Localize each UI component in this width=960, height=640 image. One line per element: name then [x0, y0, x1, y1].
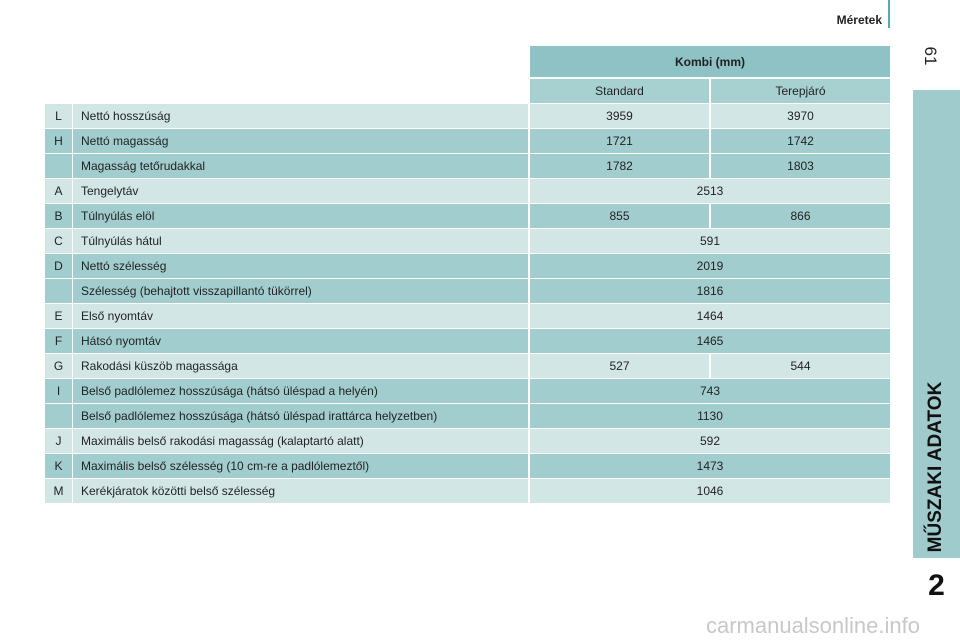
- row-value: 3959: [530, 104, 709, 128]
- row-label: Nettó szélesség: [73, 254, 528, 278]
- row-label: Kerékjáratok közötti belső szélesség: [73, 479, 528, 503]
- row-value: 866: [711, 204, 890, 228]
- row-value: 1464: [530, 304, 890, 328]
- page-number: 61: [921, 46, 940, 66]
- row-value: 1816: [530, 279, 890, 303]
- row-value: 2513: [530, 179, 890, 203]
- row-letter: L: [45, 104, 72, 128]
- row-label: Belső padlólemez hosszúsága (hátsó ülésp…: [73, 404, 528, 428]
- row-label: Tengelytáv: [73, 179, 528, 203]
- row-label: Maximális belső rakodási magasság (kalap…: [73, 429, 528, 453]
- row-letter: [45, 404, 72, 428]
- row-label: Szélesség (behajtott visszapillantó tükö…: [73, 279, 528, 303]
- column-header: Terepjáró: [711, 79, 890, 103]
- row-label: Maximális belső szélesség (10 cm-re a pa…: [73, 454, 528, 478]
- row-letter: J: [45, 429, 72, 453]
- row-value: 1803: [711, 154, 890, 178]
- sidebar-band: [913, 90, 960, 558]
- row-letter: I: [45, 379, 72, 403]
- row-value: 1465: [530, 329, 890, 353]
- header-rule: [888, 0, 890, 28]
- row-letter: M: [45, 479, 72, 503]
- row-letter: F: [45, 329, 72, 353]
- row-label: Magasság tetőrudakkal: [73, 154, 528, 178]
- group-header: Kombi (mm): [530, 46, 890, 77]
- row-letter: K: [45, 454, 72, 478]
- column-header: Standard: [530, 79, 709, 103]
- row-value: 2019: [530, 254, 890, 278]
- row-letter: A: [45, 179, 72, 203]
- row-letter: C: [45, 229, 72, 253]
- watermark: carmanualsonline.info: [705, 613, 920, 638]
- row-label: Nettó magasság: [73, 129, 528, 153]
- row-value: 1721: [530, 129, 709, 153]
- row-value: 3970: [711, 104, 890, 128]
- row-value: 1046: [530, 479, 890, 503]
- row-letter: E: [45, 304, 72, 328]
- row-letter: G: [45, 354, 72, 378]
- row-label: Belső padlólemez hosszúsága (hátsó ülésp…: [73, 379, 528, 403]
- row-value: 527: [530, 354, 709, 378]
- row-letter: [45, 154, 72, 178]
- chapter-number: 2: [928, 569, 945, 602]
- row-value: 591: [530, 229, 890, 253]
- row-value: 1742: [711, 129, 890, 153]
- section-title: Méretek: [836, 13, 882, 27]
- row-letter: [45, 279, 72, 303]
- row-letter: D: [45, 254, 72, 278]
- row-label: Nettó hosszúság: [73, 104, 528, 128]
- sidebar-title: MŰSZAKI ADATOK: [925, 381, 946, 553]
- row-value: 855: [530, 204, 709, 228]
- row-label: Hátsó nyomtáv: [73, 329, 528, 353]
- row-label: Túlnyúlás hátul: [73, 229, 528, 253]
- row-value: 743: [530, 379, 890, 403]
- row-value: 1782: [530, 154, 709, 178]
- row-value: 544: [711, 354, 890, 378]
- row-value: 1130: [530, 404, 890, 428]
- row-label: Első nyomtáv: [73, 304, 528, 328]
- row-letter: H: [45, 129, 72, 153]
- row-value: 1473: [530, 454, 890, 478]
- row-label: Túlnyúlás elöl: [73, 204, 528, 228]
- row-letter: B: [45, 204, 72, 228]
- row-value: 592: [530, 429, 890, 453]
- row-label: Rakodási küszöb magassága: [73, 354, 528, 378]
